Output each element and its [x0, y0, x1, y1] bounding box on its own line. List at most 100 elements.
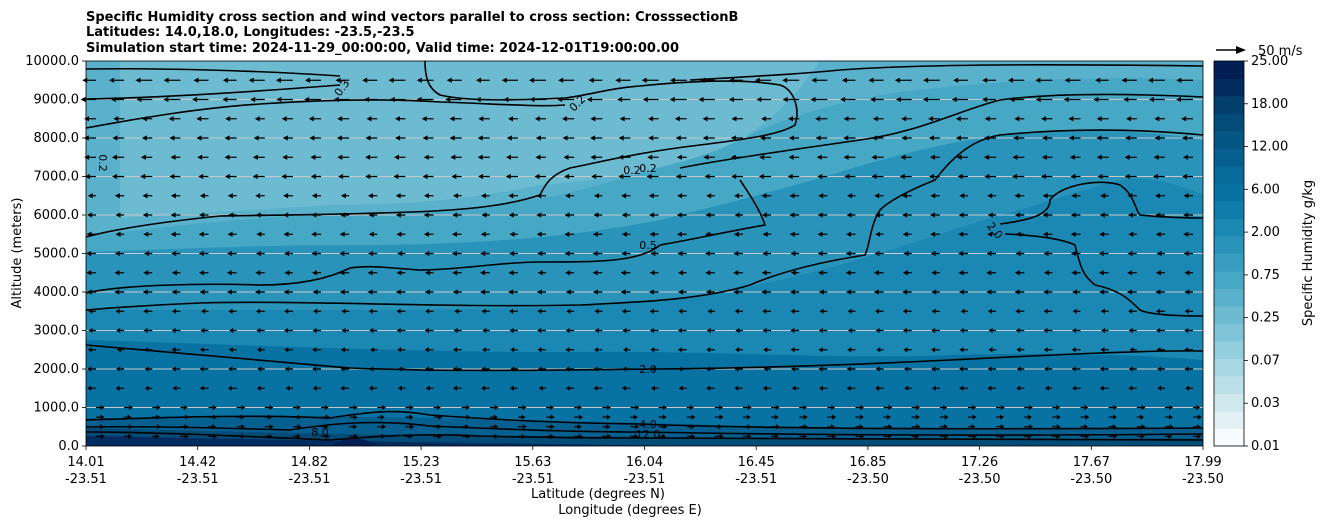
colorbar-tick-label: 2.00: [1251, 225, 1280, 240]
wind-vector: [761, 289, 772, 295]
wind-vector: [648, 116, 659, 122]
wind-vector: [1126, 289, 1137, 295]
wind-vector: [1013, 135, 1025, 141]
wind-vector: [788, 154, 800, 160]
wind-vector: [227, 385, 237, 391]
wind-vector: [478, 116, 490, 122]
x-tick-label-lon: -23.51: [735, 472, 777, 487]
wind-vector: [339, 231, 350, 237]
wind-vector: [208, 404, 217, 411]
wind-vector: [199, 193, 209, 199]
wind-vector: [855, 414, 864, 420]
wind-vector: [565, 385, 575, 391]
wind-vector: [481, 385, 490, 391]
wind-vector: [758, 173, 772, 180]
wind-vector: [593, 212, 603, 218]
wind-vector: [115, 385, 125, 391]
wind-vector: [1184, 289, 1193, 295]
contour-label-4.0: 4.0: [639, 418, 657, 431]
colorbar-swatch: [1214, 61, 1244, 79]
wind-vector: [902, 289, 912, 295]
wind-vector: [276, 96, 293, 103]
wind-vector: [537, 327, 547, 334]
wind-vector: [480, 193, 490, 199]
wind-vector: [1164, 404, 1174, 411]
wind-vector: [1129, 347, 1137, 353]
wind-vector: [1071, 366, 1081, 372]
wind-vector: [1108, 404, 1118, 411]
wind-vector: [256, 327, 265, 334]
colorbar-tick-label: 0.07: [1251, 353, 1280, 368]
wind-vector: [256, 385, 265, 391]
wind-vector: [827, 404, 836, 411]
colorbar-swatch: [1214, 218, 1244, 237]
wind-vector: [911, 404, 920, 411]
wind-vector: [931, 385, 940, 391]
wind-key: 50 m/s: [1216, 44, 1303, 59]
wind-vector: [405, 414, 414, 420]
wind-vector: [1156, 327, 1165, 334]
wind-vector: [1155, 193, 1165, 199]
wind-vector: [1100, 308, 1109, 314]
x-tick-label-lon: -23.50: [959, 472, 1001, 487]
wind-vector: [481, 212, 490, 218]
wind-vector: [733, 231, 743, 237]
wind-vector: [951, 96, 968, 103]
wind-vector: [904, 385, 912, 391]
wind-vector: [228, 347, 237, 353]
wind-vector: [762, 327, 772, 334]
wind-vector: [199, 270, 209, 276]
wind-vector: [200, 327, 209, 334]
wind-vector: [507, 116, 518, 122]
wind-vector: [761, 270, 772, 276]
x-axis-label: Latitude (degrees N): [531, 487, 665, 502]
wind-vector: [818, 347, 828, 353]
wind-vector: [1070, 173, 1081, 180]
wind-vector: [424, 250, 434, 257]
wind-vector: [955, 116, 968, 122]
wind-vector: [1043, 308, 1053, 314]
contour-0.2-right: [679, 93, 1204, 169]
wind-vector: [705, 270, 715, 276]
wind-vector: [790, 308, 800, 314]
wind-vector: [284, 366, 293, 372]
wind-vector: [1097, 173, 1109, 180]
wind-vector: [422, 173, 434, 180]
wind-vector: [452, 270, 462, 276]
wind-vector: [362, 77, 378, 83]
wind-vector: [367, 193, 378, 199]
wind-vector: [676, 231, 687, 237]
wind-vector: [115, 212, 125, 218]
wind-vector: [1148, 77, 1165, 83]
wind-vector: [733, 289, 743, 295]
wind-vector: [226, 270, 237, 276]
x-tick-label-lon: -23.50: [1070, 472, 1112, 487]
wind-vector: [984, 116, 997, 122]
wind-vector: [894, 77, 912, 83]
wind-vector: [425, 308, 434, 314]
wind-vector: [308, 116, 322, 122]
wind-vector: [114, 270, 125, 276]
wind-vector: [1080, 414, 1090, 420]
wind-vector: [846, 289, 856, 295]
wind-vector: [1155, 231, 1165, 237]
wind-vector: [1154, 135, 1165, 141]
wind-vector: [197, 154, 209, 160]
wind-vector: [564, 250, 575, 257]
wind-vector: [396, 270, 406, 276]
wind-vector: [340, 347, 350, 353]
wind-vector: [1108, 414, 1117, 420]
wind-vector: [1015, 212, 1025, 218]
wind-vector: [630, 424, 640, 430]
wind-vector: [790, 250, 800, 257]
wind-vector: [536, 289, 547, 295]
wind-vector: [143, 231, 153, 237]
wind-vector: [1014, 116, 1025, 122]
wind-vector: [733, 250, 743, 257]
wind-vector: [1080, 404, 1089, 411]
wind-vector: [987, 366, 997, 372]
wind-vector: [143, 327, 153, 334]
wind-vector: [875, 385, 884, 391]
wind-vector: [847, 308, 856, 314]
wind-vector: [281, 173, 293, 180]
